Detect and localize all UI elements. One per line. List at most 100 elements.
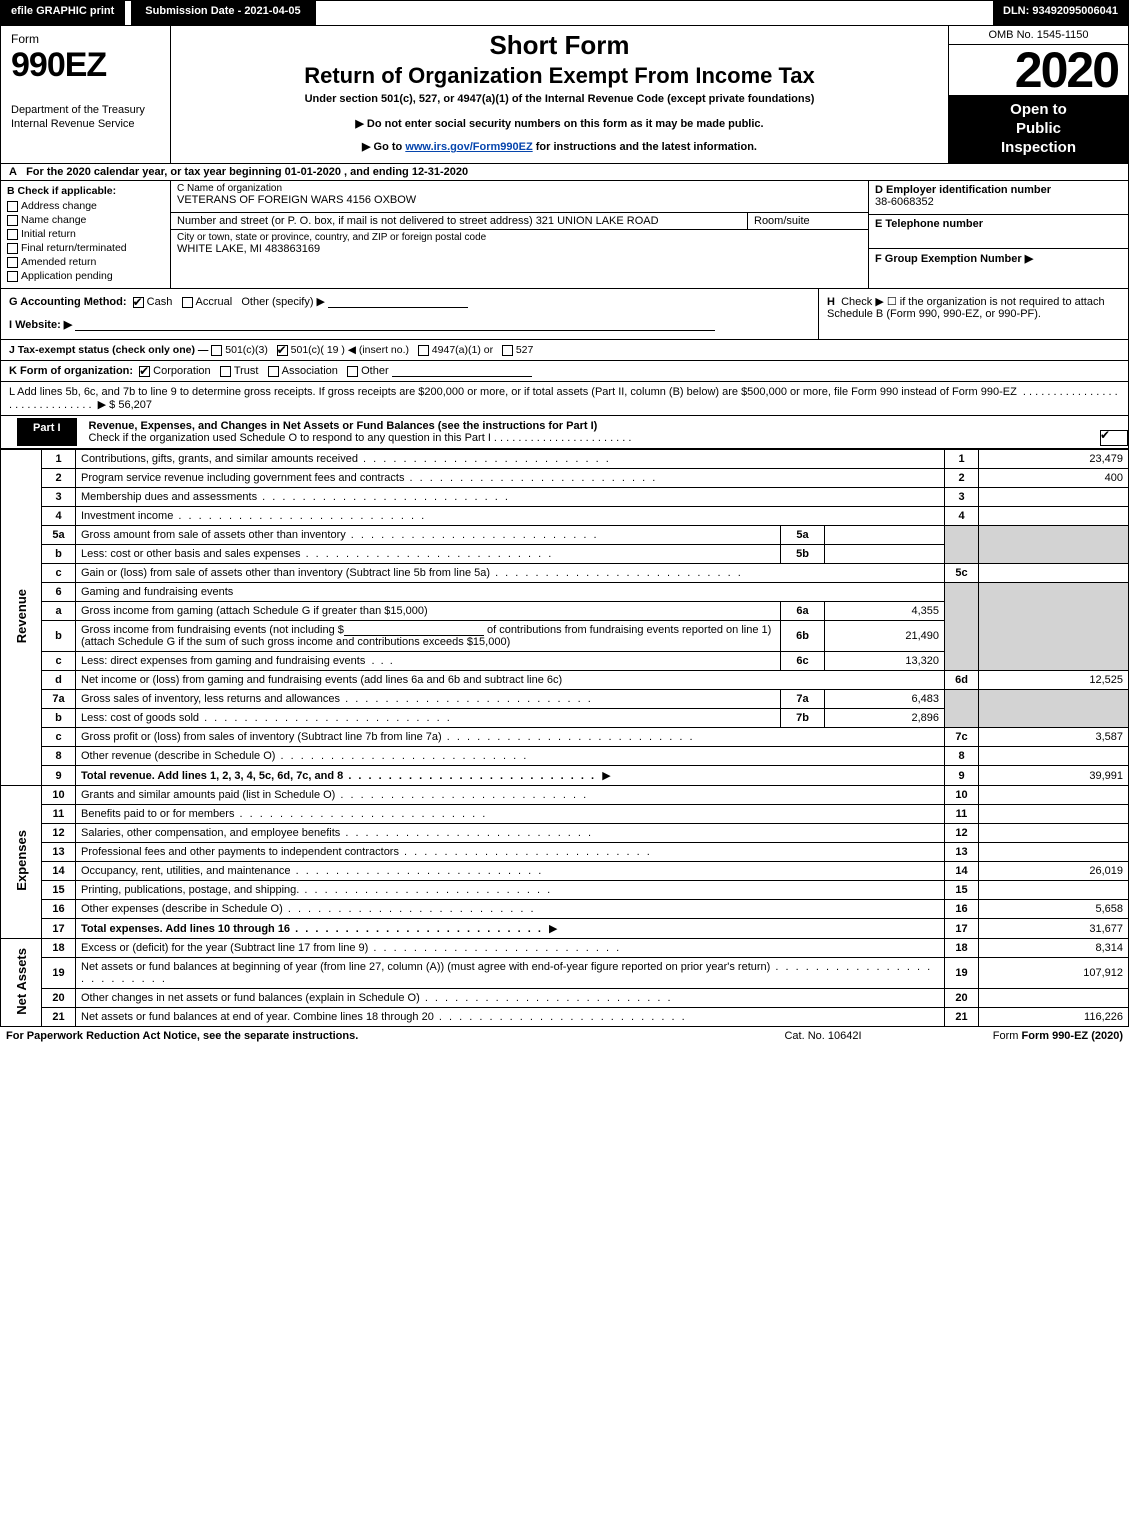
row-j: J Tax-exempt status (check only one) — 5… [0, 340, 1129, 361]
ln18-num: 18 [42, 939, 76, 958]
part1-checkbox[interactable] [1100, 416, 1128, 448]
ln12-num: 12 [42, 824, 76, 843]
chk-cash[interactable] [133, 297, 144, 308]
street-cell: Number and street (or P. O. box, if mail… [171, 213, 748, 229]
open-l1: Open to [1010, 101, 1067, 120]
line-3: 3 Membership dues and assessments 3 [1, 488, 1129, 507]
ln1-num: 1 [42, 450, 76, 469]
ln16-val: 5,658 [979, 900, 1129, 919]
ln6abc-colshade [945, 583, 979, 671]
section-d-e-f: D Employer identification number 38-6068… [868, 181, 1128, 288]
org-name-label: C Name of organization [177, 183, 862, 194]
ln15-val [979, 881, 1129, 900]
k-trust: Trust [234, 365, 259, 377]
ln7c-val: 3,587 [979, 728, 1129, 747]
ln3-val [979, 488, 1129, 507]
chk-527[interactable] [502, 345, 513, 356]
submission-date-label: Submission Date - 2021-04-05 [125, 1, 315, 25]
chk-name-change[interactable]: Name change [7, 214, 164, 226]
ln6a-num: a [42, 602, 76, 621]
ln15-desc: Printing, publications, postage, and shi… [76, 881, 945, 900]
chk-trust[interactable] [220, 366, 231, 377]
ln7b-desc: Less: cost of goods sold [76, 709, 781, 728]
street-value: 321 UNION LAKE ROAD [536, 215, 659, 227]
k-other: Other [361, 365, 389, 377]
line-7c: c Gross profit or (loss) from sales of i… [1, 728, 1129, 747]
row-g-i-h: G Accounting Method: Cash Accrual Other … [0, 289, 1129, 340]
part1-table: Revenue 1 Contributions, gifts, grants, … [0, 449, 1129, 1027]
ln10-desc: Grants and similar amounts paid (list in… [76, 786, 945, 805]
j-label: J Tax-exempt status (check only one) — [9, 344, 211, 356]
ln6c-sub: 6c [781, 652, 825, 671]
ln5a-desc: Gross amount from sale of assets other t… [76, 526, 781, 545]
line-2: 2 Program service revenue including gove… [1, 469, 1129, 488]
goto-link[interactable]: www.irs.gov/Form990EZ [405, 141, 532, 153]
j-501c: 501(c)( 19 ) ◀ (insert no.) [291, 344, 409, 356]
ln18-desc: Excess or (deficit) for the year (Subtra… [76, 939, 945, 958]
ln16-desc: Other expenses (describe in Schedule O) [76, 900, 945, 919]
ln11-val [979, 805, 1129, 824]
chk-501c[interactable] [277, 345, 288, 356]
phone-label: E Telephone number [875, 218, 1122, 230]
ln3-col: 3 [945, 488, 979, 507]
chk-final-return-label: Final return/terminated [21, 242, 127, 254]
line-20: 20Other changes in net assets or fund ba… [1, 989, 1129, 1008]
line-5c: c Gain or (loss) from sale of assets oth… [1, 564, 1129, 583]
title-long: Return of Organization Exempt From Incom… [181, 63, 938, 89]
ln5c-num: c [42, 564, 76, 583]
org-name-row: C Name of organization VETERANS OF FOREI… [171, 181, 868, 213]
ln8-col: 8 [945, 747, 979, 766]
ln17-col: 17 [945, 919, 979, 939]
section-b: B Check if applicable: Address change Na… [1, 181, 171, 288]
ln9-num: 9 [42, 766, 76, 786]
line-5a: 5a Gross amount from sale of assets othe… [1, 526, 1129, 545]
ln6a-desc: Gross income from gaming (attach Schedul… [76, 602, 781, 621]
goto-post: for instructions and the latest informat… [533, 141, 757, 153]
chk-final-return[interactable]: Final return/terminated [7, 242, 164, 254]
chk-assoc[interactable] [268, 366, 279, 377]
ln14-desc: Occupancy, rent, utilities, and maintena… [76, 862, 945, 881]
ln18-val: 8,314 [979, 939, 1129, 958]
chk-4947[interactable] [418, 345, 429, 356]
g-other-input[interactable] [328, 307, 468, 308]
chk-initial-return[interactable]: Initial return [7, 228, 164, 240]
chk-address-change[interactable]: Address change [7, 200, 164, 212]
ln8-desc: Other revenue (describe in Schedule O) [76, 747, 945, 766]
efile-print-button[interactable]: efile GRAPHIC print [1, 1, 125, 25]
ln5b-num: b [42, 545, 76, 564]
chk-other-org[interactable] [347, 366, 358, 377]
dln-label: DLN: 93492095006041 [993, 1, 1128, 25]
line-21: 21Net assets or fund balances at end of … [1, 1008, 1129, 1027]
i-website-input[interactable] [75, 330, 715, 331]
ln8-num: 8 [42, 747, 76, 766]
city-label: City or town, state or province, country… [177, 232, 862, 243]
chk-accrual[interactable] [182, 297, 193, 308]
chk-501c3[interactable] [211, 345, 222, 356]
form-word: Form [11, 32, 164, 46]
k-other-input[interactable] [392, 376, 532, 377]
row-k: K Form of organization: Corporation Trus… [0, 361, 1129, 382]
chk-application-pending[interactable]: Application pending [7, 270, 164, 282]
ln11-desc: Benefits paid to or for members [76, 805, 945, 824]
ln6d-desc: Net income or (loss) from gaming and fun… [76, 671, 945, 690]
ln6c-desc: Less: direct expenses from gaming and fu… [76, 652, 781, 671]
chk-corp[interactable] [139, 366, 150, 377]
ln5b-sv [825, 545, 945, 564]
header-mid: Short Form Return of Organization Exempt… [171, 26, 948, 163]
ln7c-col: 7c [945, 728, 979, 747]
ln3-desc: Membership dues and assessments [76, 488, 945, 507]
chk-address-change-label: Address change [21, 200, 97, 212]
irs-label: Internal Revenue Service [11, 118, 135, 130]
ln20-desc: Other changes in net assets or fund bala… [76, 989, 945, 1008]
ln10-num: 10 [42, 786, 76, 805]
ln19-desc: Net assets or fund balances at beginning… [76, 958, 945, 989]
ln7b-sub: 7b [781, 709, 825, 728]
ln5ab-colshade [945, 526, 979, 564]
ln2-val: 400 [979, 469, 1129, 488]
goto-pre: ▶ Go to [362, 141, 405, 153]
ln6b-d1: Gross income from fundraising events (no… [81, 624, 344, 636]
h-label: H [827, 296, 835, 308]
line-16: 16Other expenses (describe in Schedule O… [1, 900, 1129, 919]
ln6c-sv: 13,320 [825, 652, 945, 671]
chk-amended-return[interactable]: Amended return [7, 256, 164, 268]
